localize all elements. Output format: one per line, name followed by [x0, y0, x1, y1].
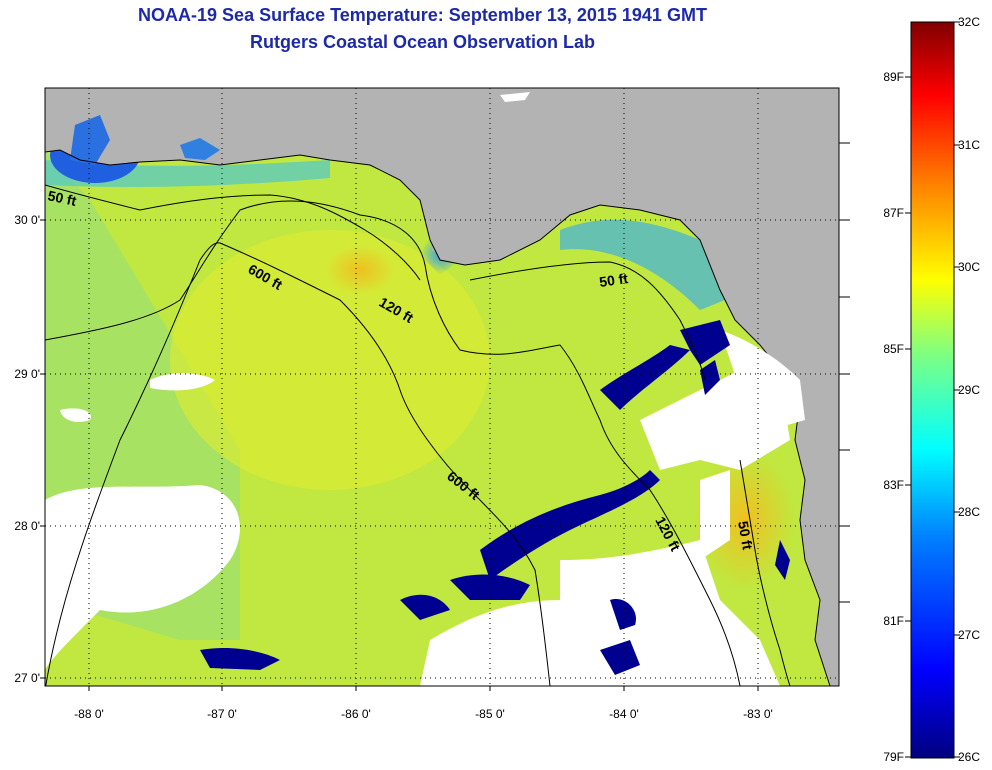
colorbar-fahrenheit-label: 89F — [883, 70, 904, 84]
contour-120ft — [45, 200, 741, 686]
x-tick-label: -88 0' — [74, 707, 104, 721]
y-tick-label: 27 0' — [14, 671, 40, 685]
title-line2: Rutgers Coastal Ocean Observation Lab — [249, 32, 596, 52]
colorbar-celsius-label: 27C — [958, 628, 981, 642]
cloud-cover — [45, 330, 805, 686]
colorbar-fahrenheit-label: 79F — [883, 750, 904, 764]
colorbar-fahrenheit-label: 85F — [883, 342, 904, 356]
contour-label-50ft-west: 50 ft — [46, 187, 78, 209]
x-tick-label: -83 0' — [743, 707, 773, 721]
contour-label-50ft-florida: 50 ft — [735, 520, 756, 551]
x-tick-label: -84 0' — [609, 707, 639, 721]
contour-50ft-florida — [739, 459, 791, 686]
contour-50ft-east — [469, 261, 706, 381]
contour-600ft — [45, 242, 551, 686]
contour-50ft-west — [45, 184, 421, 281]
colorbar-celsius-label: 30C — [958, 260, 981, 274]
colorbar-fahrenheit-label: 83F — [883, 478, 904, 492]
colorbar-fahrenheit-label: 87F — [883, 206, 904, 220]
y-tick-label: 30 0' — [14, 213, 40, 227]
colorbar-celsius-label: 28C — [958, 505, 981, 519]
colorbar-celsius-label: 26C — [958, 750, 981, 764]
contour-label-50ft-east: 50 ft — [598, 270, 629, 290]
axis-ticks — [40, 142, 850, 691]
colorbar — [910, 21, 955, 759]
y-tick-label: 29 0' — [14, 367, 40, 381]
colorbar-celsius-label: 31C — [958, 138, 981, 152]
x-tick-label: -87 0' — [207, 707, 237, 721]
y-tick-label: 28 0' — [14, 519, 40, 533]
colorbar-celsius-label: 29C — [958, 383, 981, 397]
x-tick-label: -86 0' — [341, 707, 371, 721]
land-mass — [45, 88, 839, 686]
colorbar-ticks — [905, 21, 960, 758]
x-tick-label: -85 0' — [475, 707, 505, 721]
colorbar-fahrenheit-label: 81F — [883, 614, 904, 628]
map-frame — [44, 87, 840, 687]
title-line1: NOAA-19 Sea Surface Temperature: Septemb… — [138, 5, 707, 25]
colorbar-celsius-label: 32C — [958, 15, 981, 29]
